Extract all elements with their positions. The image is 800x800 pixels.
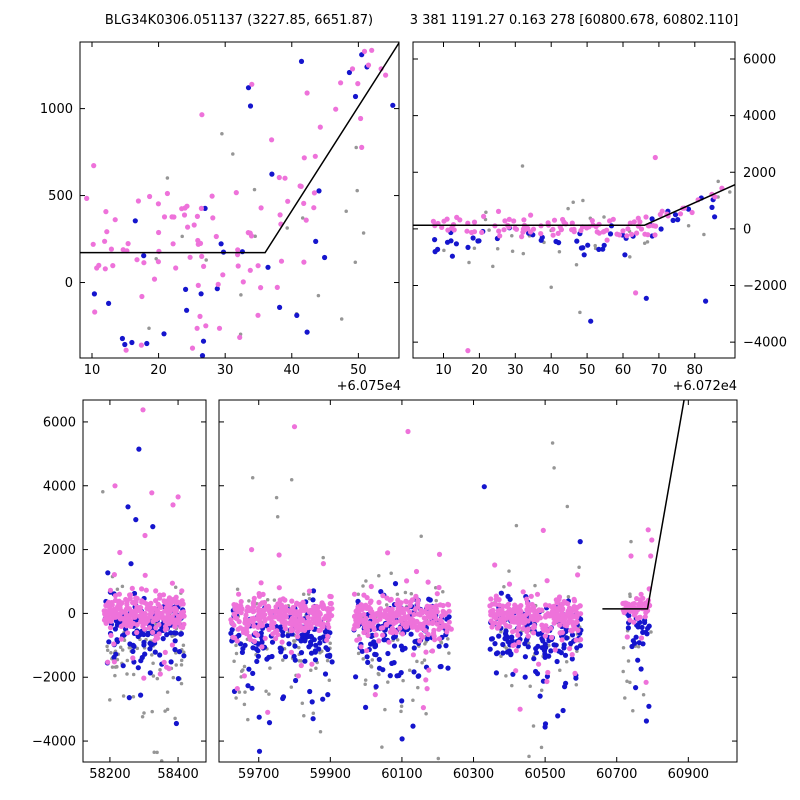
svg-text:4000: 4000	[743, 109, 776, 124]
svg-text:−4000: −4000	[743, 336, 787, 351]
svg-text:4000: 4000	[43, 479, 76, 494]
svg-text:−4000: −4000	[32, 735, 76, 750]
svg-text:40: 40	[543, 363, 560, 378]
svg-text:6000: 6000	[43, 415, 76, 430]
svg-text:0: 0	[68, 607, 76, 622]
svg-text:50: 50	[350, 363, 367, 378]
plot-title-right: 3 381 1191.27 0.163 278 [60800.678, 6080…	[409, 13, 739, 28]
svg-text:60: 60	[615, 363, 632, 378]
svg-text:−2000: −2000	[32, 671, 76, 686]
svg-text:20: 20	[471, 363, 488, 378]
svg-text:60300: 60300	[453, 767, 494, 782]
svg-text:−2000: −2000	[743, 279, 787, 294]
svg-text:+6.072e4: +6.072e4	[673, 379, 737, 394]
panel-bottom-right-seasons: 59700 59900 60100 60300 60500 60700 60900	[218, 399, 738, 782]
svg-text:1000: 1000	[40, 102, 73, 117]
panel-top-left-zoom: 10 20 30 40 50+6.075e4 0 500 1000	[40, 41, 401, 394]
svg-text:58400: 58400	[157, 767, 198, 782]
svg-text:+6.075e4: +6.075e4	[337, 379, 401, 394]
svg-text:50: 50	[579, 363, 596, 378]
svg-text:60500: 60500	[524, 767, 565, 782]
svg-text:70: 70	[651, 363, 668, 378]
svg-text:0: 0	[743, 222, 751, 237]
svg-text:59900: 59900	[310, 767, 351, 782]
svg-text:60900: 60900	[668, 767, 709, 782]
svg-text:0: 0	[65, 276, 73, 291]
plot-title-left: BLG34K0306.051137 (3227.85, 6651.87)	[104, 13, 374, 28]
svg-text:80: 80	[687, 363, 704, 378]
panel-top-right-wide: 10 20 30 40 50 60 70 80+6.072e4 −4000 −2000 0 2000 4…	[412, 41, 787, 394]
svg-text:500: 500	[48, 189, 73, 204]
panel-bottom-left-season: 58200 58400 −4000 −2000 0 2000 4000 6000	[32, 399, 207, 782]
svg-text:10: 10	[84, 363, 101, 378]
svg-text:30: 30	[217, 363, 234, 378]
svg-text:6000: 6000	[743, 52, 776, 67]
svg-text:60700: 60700	[596, 767, 637, 782]
svg-text:58200: 58200	[89, 767, 130, 782]
svg-text:59700: 59700	[238, 767, 279, 782]
svg-text:60100: 60100	[381, 767, 422, 782]
svg-text:40: 40	[284, 363, 301, 378]
svg-text:2000: 2000	[43, 543, 76, 558]
svg-text:20: 20	[150, 363, 167, 378]
svg-text:2000: 2000	[743, 166, 776, 181]
svg-text:10: 10	[435, 363, 452, 378]
svg-text:30: 30	[507, 363, 524, 378]
